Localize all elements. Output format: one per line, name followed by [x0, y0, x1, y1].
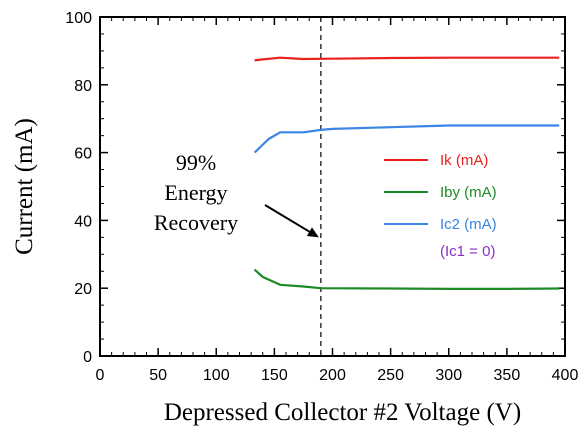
plot-frame	[99, 16, 566, 357]
annotation-arrow-head	[306, 227, 319, 238]
y-axis-title: Current (mA)	[11, 118, 38, 255]
x-tick-label: 50	[149, 367, 167, 384]
x-tick-label: 300	[435, 367, 462, 384]
y-tick-label: 20	[74, 281, 92, 298]
y-tick-label: 80	[74, 78, 92, 95]
x-tick-label: 400	[552, 367, 579, 384]
x-tick-label: 350	[494, 367, 521, 384]
y-tick-label: 40	[74, 213, 92, 230]
annotation-arrow-shaft	[264, 204, 310, 233]
energy-recovery-annotation: 99% Energy Recovery	[154, 150, 319, 238]
legend-label-ik: Ik (mA)	[440, 152, 488, 169]
legend-label-iby: Iby (mA)	[440, 184, 497, 201]
y-tick-label: 0	[83, 349, 92, 366]
x-axis-title: Depressed Collector #2 Voltage (V)	[164, 399, 521, 426]
series-line-ic2	[253, 124, 560, 154]
y-tick-label: 100	[65, 10, 92, 27]
x-tick-label: 200	[319, 367, 346, 384]
legend-label-ic2: Ic2 (mA)	[440, 216, 497, 233]
legend-note-ic1: (Ic1 = 0)	[440, 243, 495, 260]
x-tick-label: 0	[96, 367, 105, 384]
x-tick-label: 100	[203, 367, 230, 384]
x-tick-label: 250	[377, 367, 404, 384]
legend: Ik (mA) Iby (mA) Ic2 (mA) (Ic1 = 0)	[384, 152, 497, 260]
series-line-iby	[253, 268, 560, 290]
series-line-ik	[254, 56, 560, 62]
series-lines	[253, 56, 560, 290]
annotation-line-1: 99%	[176, 150, 216, 175]
y-tick-label: 60	[74, 146, 92, 163]
x-tick-label: 150	[261, 367, 288, 384]
annotation-line-2: Energy	[164, 180, 227, 205]
annotation-line-3: Recovery	[154, 210, 238, 235]
